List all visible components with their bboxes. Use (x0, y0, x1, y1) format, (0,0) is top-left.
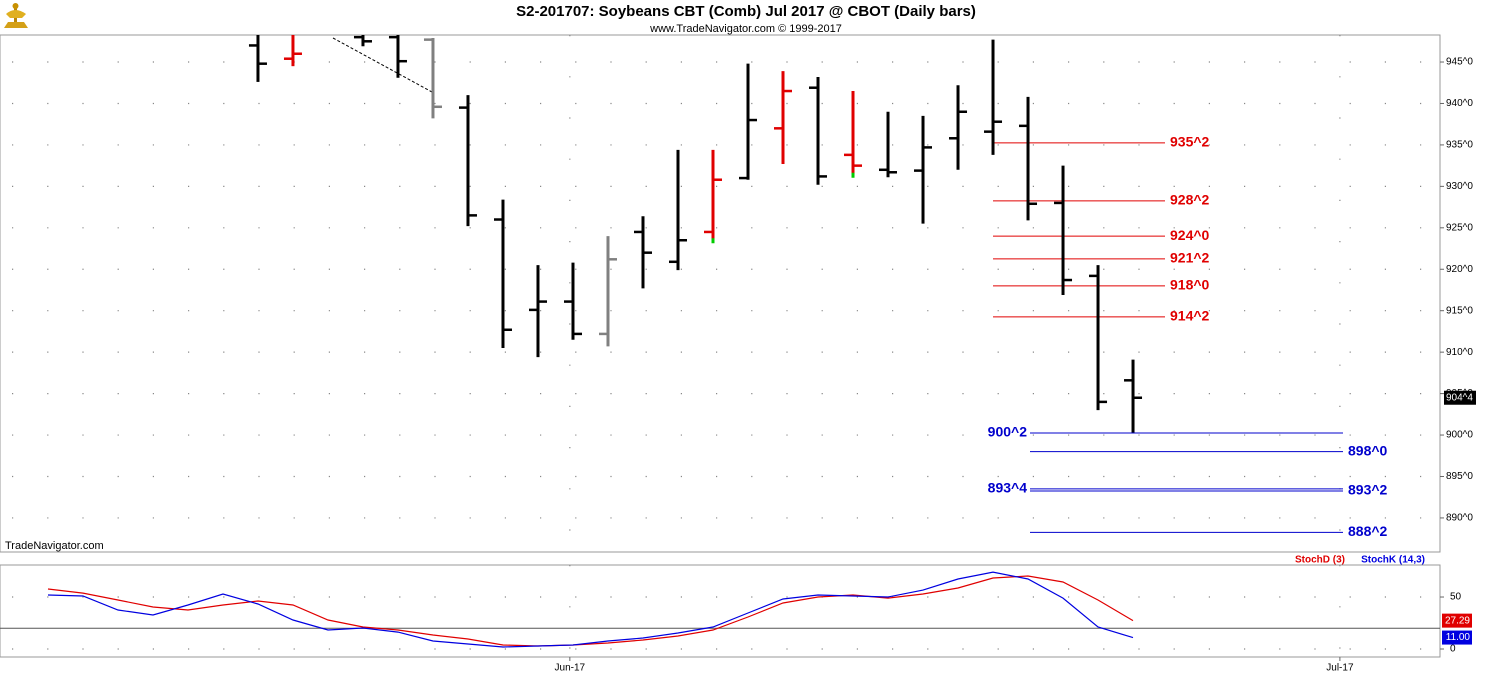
y-tick-label: 920^0 (1446, 264, 1473, 275)
watermark: TradeNavigator.com (5, 540, 104, 552)
y-tick-label: 930^0 (1446, 181, 1473, 192)
last-value-label: 11.00 (1446, 632, 1471, 643)
x-tick-label: Jun-17 (555, 663, 586, 674)
stoch-line (47, 571, 1134, 648)
stoch-panel-border (0, 564, 1441, 658)
signal-mark (711, 238, 715, 244)
stoch-line (47, 575, 1134, 647)
last-value-box (1442, 630, 1472, 645)
level-label: 888^2 (1348, 523, 1388, 539)
y-tick-label: 915^0 (1446, 305, 1473, 316)
y-tick-label: 935^0 (1446, 140, 1473, 151)
signal-mark (851, 172, 855, 178)
logo (4, 3, 28, 28)
y-tick-label: 910^0 (1446, 347, 1473, 358)
y-tick-label: 900^0 (1446, 430, 1473, 441)
chart-title: S2-201707: Soybeans CBT (Comb) Jul 2017 … (516, 3, 976, 20)
y-tick-label: 895^0 (1446, 471, 1473, 482)
stoch-plot (0, 565, 1440, 657)
y-tick-label: 945^0 (1446, 57, 1473, 68)
level-label: 918^0 (1170, 277, 1210, 293)
legend-entry: StochD (3) (1295, 555, 1345, 566)
last-price-box (1444, 390, 1476, 405)
level-label: 924^0 (1170, 227, 1210, 243)
y-tick-label: 50 (1450, 592, 1462, 603)
x-tick-label: Jul-17 (1326, 663, 1354, 674)
last-price-label: 904^4 (1446, 392, 1473, 403)
chart-subtitle: www.TradeNavigator.com © 1999-2017 (649, 23, 842, 35)
price-plot: 935^2 928^2 924^0 921^2 918^0 914^2 900^2 898^0… (12, 35, 1440, 552)
y-tick-label: 890^0 (1446, 513, 1473, 524)
y-tick-label: 925^0 (1446, 222, 1473, 233)
price-panel-border (0, 34, 1441, 553)
level-label: 900^2 (988, 424, 1028, 440)
legend-entry: StochK (14,3) (1361, 555, 1425, 566)
level-label: 935^2 (1170, 134, 1210, 150)
trend-line (332, 37, 433, 93)
last-value-box (1442, 613, 1472, 628)
level-label: 914^2 (1170, 308, 1210, 324)
level-label: 893^4 (988, 480, 1028, 496)
level-label: 921^2 (1170, 250, 1210, 266)
axes: 890^0895^0900^0905^0910^0915^0920^0925^0… (555, 57, 1476, 674)
last-value-label: 27.29 (1445, 615, 1470, 626)
level-label: 928^2 (1170, 192, 1210, 208)
y-tick-label: 0 (1450, 644, 1456, 655)
y-tick-label: 940^0 (1446, 98, 1473, 109)
level-label: 893^2 (1348, 482, 1388, 498)
level-label: 898^0 (1348, 442, 1388, 458)
